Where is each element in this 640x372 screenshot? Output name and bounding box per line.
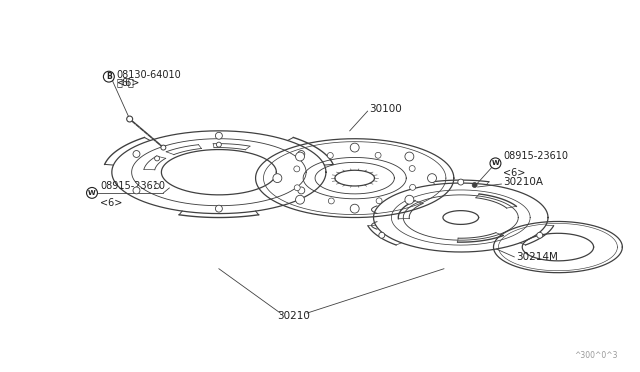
- Circle shape: [472, 183, 477, 187]
- Circle shape: [161, 145, 166, 150]
- Circle shape: [379, 232, 385, 238]
- Circle shape: [133, 151, 140, 157]
- Circle shape: [327, 153, 333, 158]
- Circle shape: [350, 143, 359, 152]
- Circle shape: [328, 198, 334, 204]
- Circle shape: [104, 71, 115, 82]
- Circle shape: [294, 166, 300, 172]
- Circle shape: [298, 151, 305, 157]
- Text: <6>: <6>: [116, 78, 139, 87]
- Circle shape: [296, 152, 305, 161]
- Circle shape: [405, 195, 414, 204]
- Circle shape: [376, 198, 382, 204]
- Text: W: W: [88, 190, 96, 196]
- Circle shape: [405, 152, 414, 161]
- Circle shape: [155, 183, 159, 189]
- Text: <6>: <6>: [100, 198, 122, 208]
- Text: <6>: <6>: [504, 168, 526, 178]
- Text: 30210A: 30210A: [504, 177, 543, 187]
- Text: 08130-64010: 08130-64010: [116, 70, 182, 80]
- Circle shape: [294, 185, 300, 191]
- Circle shape: [298, 187, 305, 194]
- Circle shape: [537, 232, 543, 238]
- Circle shape: [216, 132, 222, 139]
- Circle shape: [350, 204, 359, 213]
- Circle shape: [273, 174, 282, 183]
- Circle shape: [216, 205, 222, 212]
- Circle shape: [409, 166, 415, 171]
- Circle shape: [375, 152, 381, 158]
- Text: 30214M: 30214M: [516, 252, 558, 262]
- Circle shape: [133, 187, 140, 194]
- Circle shape: [410, 185, 415, 190]
- Circle shape: [155, 156, 159, 161]
- Text: B: B: [106, 72, 112, 81]
- Text: ^300^0^3: ^300^0^3: [574, 351, 618, 360]
- Text: 〆6）: 〆6）: [116, 78, 134, 87]
- Circle shape: [490, 158, 501, 169]
- Circle shape: [127, 116, 132, 122]
- Circle shape: [296, 195, 305, 204]
- Circle shape: [216, 142, 221, 147]
- Circle shape: [458, 179, 464, 185]
- Text: W: W: [492, 160, 499, 166]
- Text: 08915-23610: 08915-23610: [504, 151, 568, 161]
- Text: 08915-23610: 08915-23610: [100, 181, 165, 191]
- Circle shape: [86, 187, 97, 198]
- Circle shape: [428, 174, 436, 183]
- Text: 30100: 30100: [369, 104, 403, 114]
- Text: 30210: 30210: [276, 311, 310, 321]
